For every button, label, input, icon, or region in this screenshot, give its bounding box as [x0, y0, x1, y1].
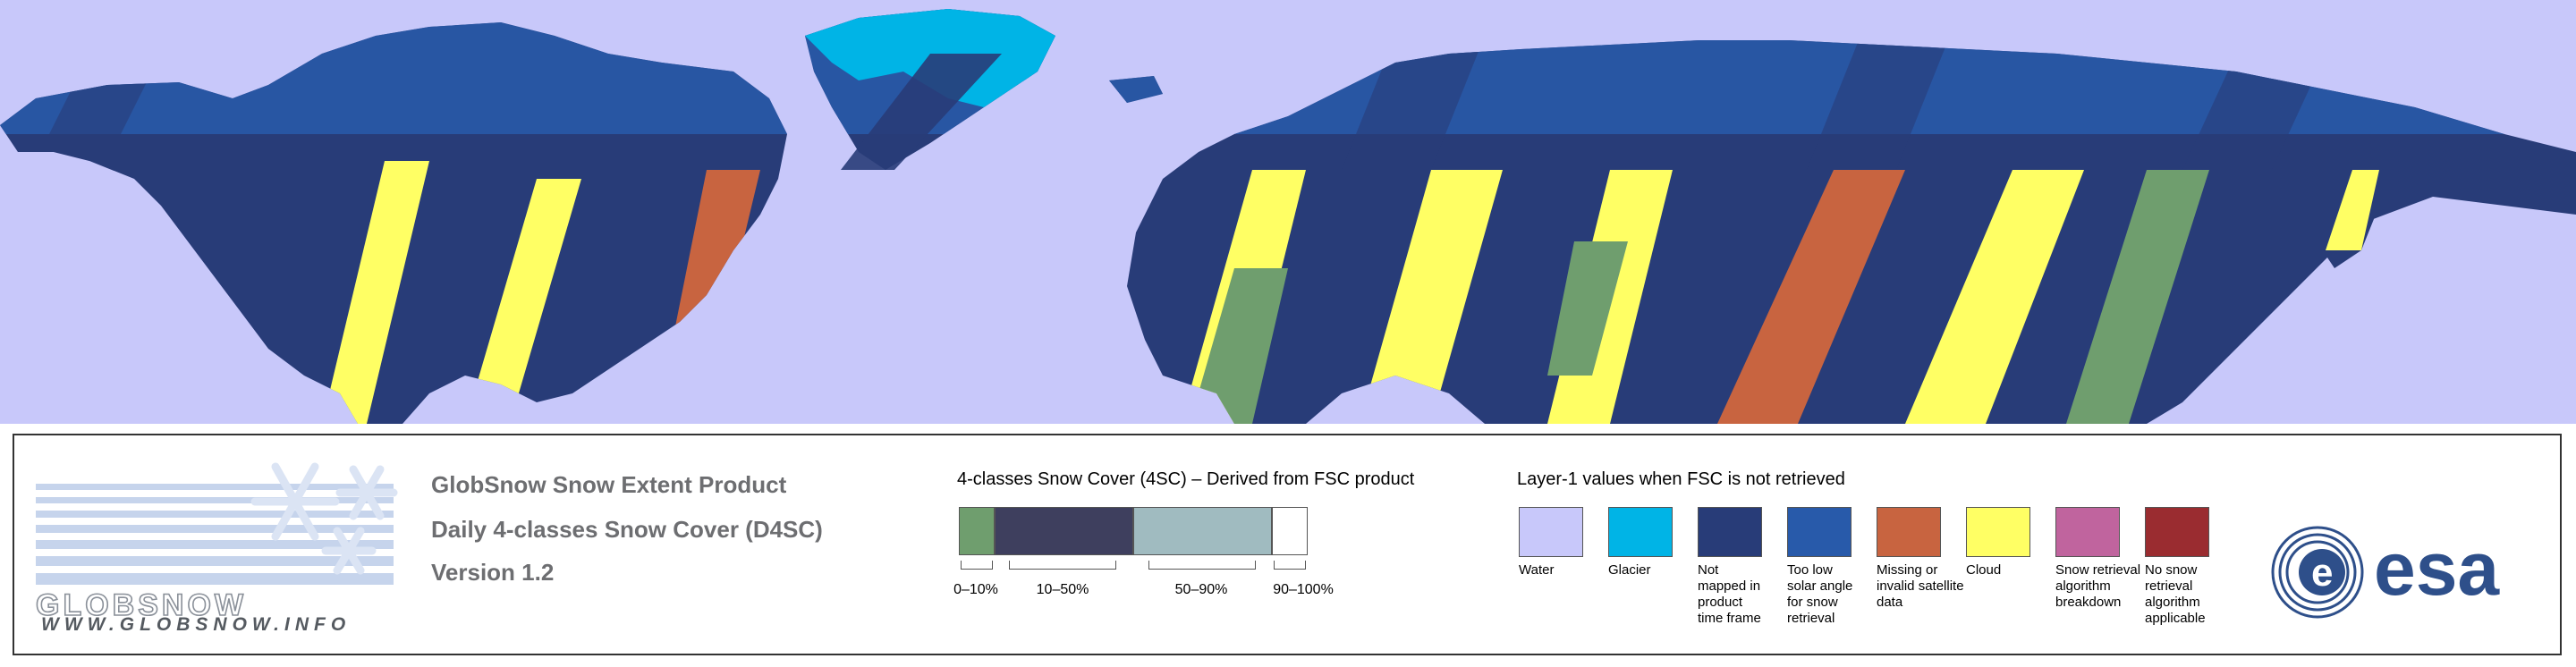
svg-text:GLOBSNOW: GLOBSNOW [36, 589, 247, 620]
snow-map [0, 0, 2576, 424]
snow-class-brace [1148, 561, 1256, 570]
snow-class-50-90-swatch [1133, 507, 1272, 555]
product-subtitle: Daily 4-classes Snow Cover (D4SC) [431, 516, 823, 543]
glacier-swatch [1608, 507, 1673, 557]
snow-map-graphic [0, 9, 2576, 424]
low-solar-angle-swatch [1787, 507, 1852, 557]
snow-class-label: 0–10% [953, 582, 998, 597]
legend-panel: GLOBSNOW WWW.GLOBSNOW.INFO GlobSnow Snow… [13, 434, 2562, 655]
snow-class-90-100-swatch [1272, 507, 1308, 555]
missing-data-swatch [1877, 507, 1941, 557]
snow-cover-legend-title: 4-classes Snow Cover (4SC) – Derived fro… [957, 469, 1415, 489]
svg-text:e: e [2311, 551, 2333, 595]
algorithm-breakdown-swatch [2055, 507, 2120, 557]
water-swatch [1519, 507, 1583, 557]
snow-class-10-50-swatch [995, 507, 1133, 555]
snow-class-brace [1274, 561, 1306, 570]
snow-class-label: 90–100% [1273, 582, 1334, 597]
globsnow-logo: GLOBSNOW [36, 448, 411, 645]
cloud-label: Cloud [1966, 562, 2002, 578]
esa-logo: e esa [2268, 523, 2528, 621]
globsnow-wordmark: GLOBSNOW [36, 589, 247, 620]
product-title: GlobSnow Snow Extent Product [431, 471, 787, 498]
snowflake-icon [36, 462, 398, 585]
snow-class-0-10-swatch [959, 507, 995, 555]
snow-class-brace [961, 561, 993, 570]
not-mapped-swatch [1698, 507, 1762, 557]
low-solar-angle-label: Too low solar angle for snow retrieval [1787, 562, 1853, 626]
no-algorithm-label: No snow retrieval algorithm applicable [2145, 562, 2206, 626]
snow-class-label: 10–50% [1036, 582, 1089, 597]
esa-wordmark: esa [2374, 530, 2500, 611]
water-label: Water [1519, 562, 1555, 578]
cloud-swatch [1966, 507, 2030, 557]
not-mapped-label: Not mapped in product time frame [1698, 562, 1761, 626]
product-version: Version 1.2 [431, 559, 555, 586]
missing-data-label: Missing or invalid satellite data [1877, 562, 1964, 610]
snow-class-brace [1009, 561, 1116, 570]
snow-class-label: 50–90% [1174, 582, 1228, 597]
layer1-legend-title: Layer-1 values when FSC is not retrieved [1517, 469, 1845, 489]
no-algorithm-swatch [2145, 507, 2209, 557]
svg-text:esa: esa [2374, 530, 2500, 611]
globsnow-url[interactable]: WWW.GLOBSNOW.INFO [41, 614, 352, 635]
algorithm-breakdown-label: Snow retrieval algorithm breakdown [2055, 562, 2141, 610]
glacier-label: Glacier [1608, 562, 1651, 578]
esa-logo-icon: e [2271, 526, 2364, 619]
